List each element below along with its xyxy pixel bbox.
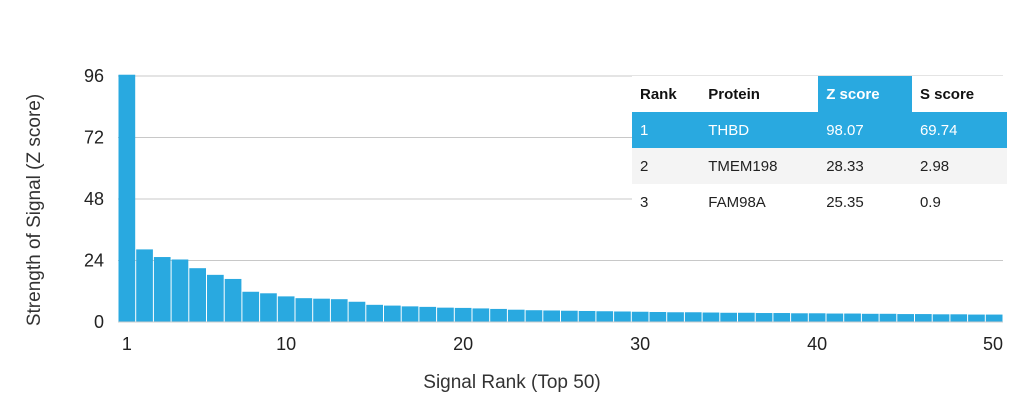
cell-rank: 2	[632, 148, 701, 184]
bar	[950, 314, 968, 322]
table-row: 2 TMEM198 28.33 2.98	[632, 148, 1007, 184]
x-tick-label: 20	[453, 334, 473, 354]
bar	[277, 296, 295, 323]
bar	[968, 314, 985, 322]
bar	[773, 313, 791, 322]
header-s-score: S score	[911, 76, 1007, 112]
bar	[260, 293, 277, 322]
header-protein: Protein	[700, 76, 819, 112]
bar	[207, 274, 224, 322]
bar	[348, 301, 366, 322]
bar	[578, 310, 596, 322]
bar	[596, 311, 614, 322]
bar	[631, 311, 649, 322]
bar	[224, 278, 242, 322]
bar	[401, 306, 419, 322]
cell-s-score: 69.74	[911, 112, 1007, 148]
bar	[313, 298, 330, 322]
y-axis-label: Strength of Signal (Z score)	[24, 94, 45, 326]
x-tick-label: 10	[276, 334, 296, 354]
y-tick-label: 72	[84, 128, 104, 148]
bar	[366, 304, 383, 322]
bar	[330, 299, 348, 322]
cell-protein: FAM98A	[700, 184, 819, 220]
header-z-score: Z score	[818, 76, 912, 112]
bar	[490, 308, 507, 322]
bars	[118, 74, 1003, 323]
bar	[153, 257, 171, 322]
bar	[189, 268, 206, 322]
y-tick-label: 0	[94, 312, 104, 332]
bar	[932, 314, 950, 322]
bar	[454, 307, 472, 322]
cell-protein: THBD	[700, 112, 819, 148]
cell-z-score: 28.33	[818, 148, 912, 184]
x-tick-label: 30	[630, 334, 650, 354]
bar	[507, 309, 525, 322]
bar	[826, 313, 844, 322]
bar	[171, 259, 189, 322]
bar	[897, 314, 914, 322]
bar	[791, 313, 808, 322]
bar	[437, 307, 454, 322]
cell-z-score: 25.35	[818, 184, 912, 220]
bar	[419, 306, 437, 322]
x-tick-label: 40	[807, 334, 827, 354]
cell-rank: 1	[632, 112, 701, 148]
y-tick-label: 96	[84, 66, 104, 86]
bar	[649, 312, 667, 322]
bar	[844, 313, 861, 322]
bar	[242, 291, 260, 322]
bar	[702, 312, 720, 322]
table-row: 3 FAM98A 25.35 0.9	[632, 184, 1007, 220]
cell-rank: 3	[632, 184, 701, 220]
x-tick-labels: 1 10 20 30 40 50	[122, 334, 1003, 354]
bar	[755, 313, 773, 322]
bar	[614, 311, 631, 322]
x-axis-label: Signal Rank (Top 50)	[423, 372, 600, 393]
bar	[384, 305, 401, 322]
bar	[561, 310, 578, 322]
bar	[879, 313, 897, 322]
bar	[808, 313, 826, 322]
cell-s-score: 2.98	[911, 148, 1007, 184]
cell-protein: TMEM198	[700, 148, 819, 184]
bar	[543, 310, 560, 322]
bar	[915, 314, 932, 322]
cell-z-score: 98.07	[818, 112, 912, 148]
bar	[472, 308, 490, 322]
bar	[720, 312, 737, 322]
table-row: 1 THBD 98.07 69.74	[632, 112, 1007, 148]
header-rank: Rank	[632, 76, 701, 112]
cell-s-score: 0.9	[911, 184, 1007, 220]
bar	[861, 313, 879, 322]
bar	[525, 310, 543, 322]
y-tick-label: 48	[84, 189, 104, 209]
bar	[295, 298, 313, 322]
score-table: Rank Protein Z score S score 1 THBD 98.0…	[632, 76, 1007, 220]
bar	[985, 314, 1003, 322]
table-header-row: Rank Protein Z score S score	[632, 76, 1007, 112]
bar	[667, 312, 684, 322]
y-tick-label: 24	[84, 251, 104, 271]
bar	[684, 312, 702, 322]
x-tick-label: 50	[983, 334, 1003, 354]
bar	[118, 74, 136, 322]
bar	[136, 249, 153, 322]
y-tick-labels: 0 24 48 72 96	[84, 66, 104, 332]
x-tick-label: 1	[122, 334, 132, 354]
bar	[738, 312, 755, 322]
